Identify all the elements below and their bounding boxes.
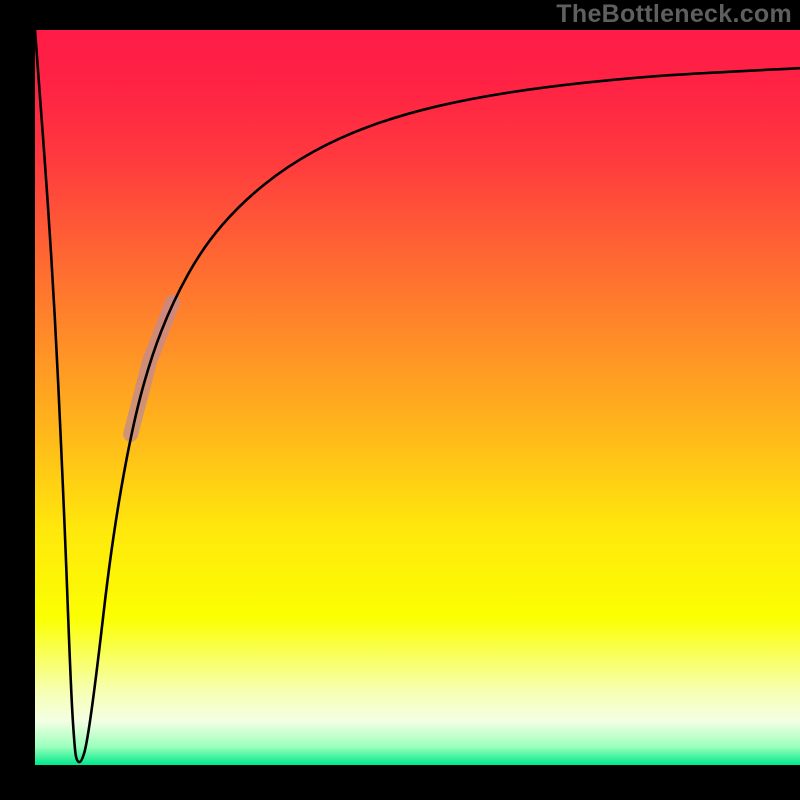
plot-background — [35, 30, 800, 765]
chart-root: TheBottleneck.com — [0, 0, 800, 800]
bottleneck-chart — [0, 0, 800, 800]
watermark-label: TheBottleneck.com — [556, 0, 792, 29]
